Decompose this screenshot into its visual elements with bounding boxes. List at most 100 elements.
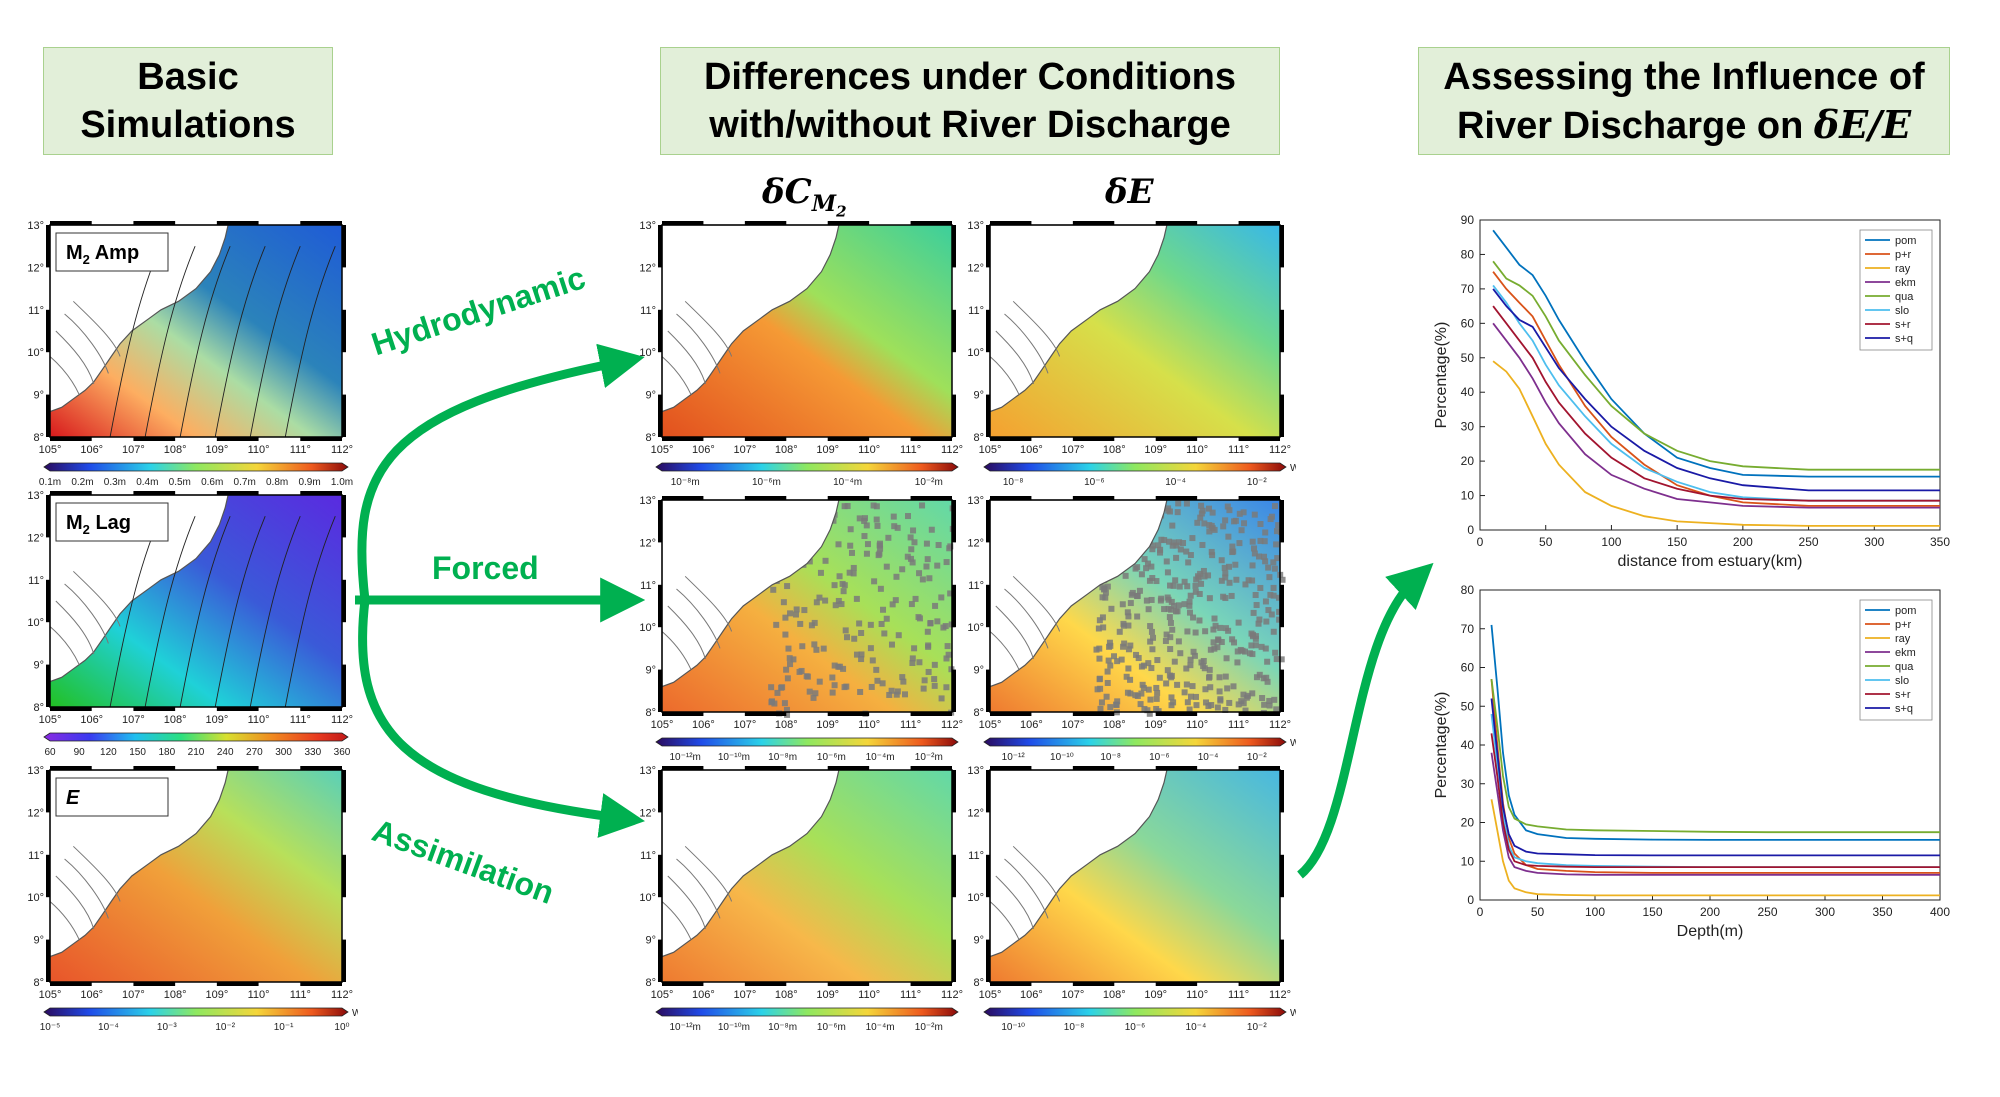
lon-tick-label: 110° [858,444,880,456]
lon-tick-label: 108° [164,714,187,726]
y-tick-label: 40 [1461,738,1475,752]
frame-tick-bottom [50,437,92,441]
frame-tick-bottom [50,982,92,986]
header-line: Simulations [80,104,296,146]
missing-cell [861,533,868,540]
missing-cell [1158,595,1165,602]
frame-tick-right [1280,669,1284,712]
colorbar-tick-label: 180 [158,747,175,758]
missing-cell [1183,500,1190,507]
frame-tick-bottom [744,712,787,716]
frame-tick-bottom [216,707,259,711]
missing-cell [844,503,851,510]
missing-cell [1098,699,1105,706]
missing-cell [1124,609,1131,616]
lon-tick-label: 112° [1269,989,1291,1001]
missing-cell [1268,513,1275,520]
lat-tick-label: 10° [967,622,984,634]
lat-tick-label: 13° [639,765,656,777]
frame-tick-right [952,394,956,437]
lat-tick-label: 10° [27,892,44,904]
missing-cell [851,635,858,642]
colorbar-tick-label: 10⁻⁶m [752,477,781,488]
frame-tick-top [1238,766,1280,770]
lat-tick-label: 9° [645,390,656,402]
missing-cell [1223,655,1230,662]
missing-cell [836,663,843,670]
contour-line [249,246,301,438]
lat-tick-label: 13° [27,765,44,777]
missing-cell [846,569,853,576]
missing-cell [1120,643,1127,650]
missing-cell [1186,609,1193,616]
missing-cell [1251,511,1258,518]
missing-cell [1211,615,1218,622]
missing-cell [1211,645,1218,652]
lon-tick-label: 108° [1103,719,1126,731]
lat-tick-label: 10° [967,892,984,904]
colorbar-tick-label: 300 [275,747,292,758]
frame-tick-left [986,669,990,712]
colorbar [43,1007,349,1017]
legend-label: slo [1895,305,1909,317]
colorbar-tick-label: 1.0m [331,477,353,488]
colorbar-tick-label: 10⁻⁸m [768,1022,797,1033]
lon-tick-label: 112° [941,989,963,1001]
colorbar-tick-label: 10⁻⁶ [1084,477,1105,488]
frame-tick-bottom [1238,982,1280,986]
series-line-ray [1490,799,1940,897]
missing-cell [892,597,899,604]
lon-tick-label: 110° [1186,444,1208,456]
missing-cell [1249,577,1256,584]
missing-cell [1164,594,1171,601]
lat-tick-label: 12° [967,807,984,819]
lat-tick-label: 12° [967,537,984,549]
colorbar-tick-label: 10⁻²m [915,477,943,488]
missing-cell [1192,629,1199,636]
colorbar-tick-label: 10⁻⁸ [1064,1022,1085,1033]
forced-label: Forced [432,550,539,586]
missing-cell [770,586,777,593]
lon-tick-label: 110° [248,714,270,726]
x-tick-label: 150 [1667,535,1687,549]
missing-cell [1278,656,1285,663]
panel-label-box [55,232,169,272]
missing-cell [867,621,874,628]
lon-tick-label: 110° [248,989,270,1001]
lon-tick-label: 111° [290,714,311,726]
lon-tick-label: 105° [979,719,1002,731]
lon-tick-label: 106° [692,719,715,731]
lon-tick-label: 108° [1103,989,1126,1001]
lat-tick-label: 13° [639,495,656,507]
missing-cell [1155,542,1162,549]
colorbar-unit: W/m² [352,1008,358,1019]
missing-cell [1279,576,1286,583]
missing-cell [1155,708,1162,715]
missing-cell [1234,648,1241,655]
colorbar-tick-label: 10⁻¹² [1002,752,1026,763]
lon-tick-label: 106° [1020,719,1043,731]
missing-cell [873,516,880,523]
lon-tick-label: 109° [816,444,839,456]
missing-cell [1190,648,1197,655]
frame-tick-right [952,309,956,353]
colorbar-tick-label: 360 [334,747,351,758]
frame-tick-top [133,766,176,770]
missing-cell [1241,520,1248,527]
legend-label: ekm [1895,647,1916,659]
missing-cell [1206,522,1213,529]
missing-cell [806,558,813,565]
missing-cell [888,641,895,648]
land [661,499,840,688]
lat-tick-label: 12° [639,262,656,274]
lon-tick-label: 108° [775,719,798,731]
x-axis-label: distance from estuary(km) [1618,553,1803,570]
missing-cell [864,541,871,548]
missing-cell [1132,692,1139,699]
missing-cell [1133,651,1140,658]
colorbar-tick-label: 10⁻¹⁰m [718,752,750,763]
hydrodynamic-label: Hydrodynamic [367,259,590,363]
missing-cell [1172,577,1179,584]
missing-cell [1136,587,1143,594]
frame-tick-top [990,766,1032,770]
